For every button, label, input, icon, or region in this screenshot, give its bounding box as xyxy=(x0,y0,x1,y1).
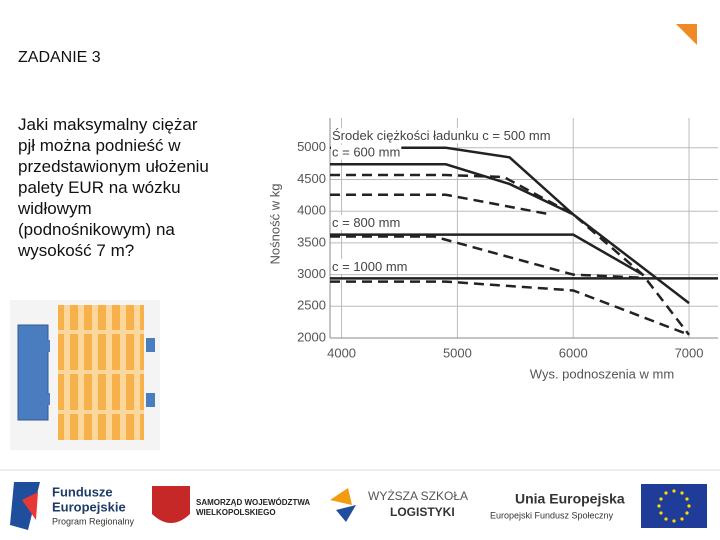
logo-text: Fundusze xyxy=(52,484,113,499)
slide-title: ZADANIE 3 xyxy=(18,49,101,66)
label-bg xyxy=(331,128,552,144)
y-tick-label: 5000 xyxy=(297,139,326,154)
x-tick-label: 5000 xyxy=(443,345,472,360)
question-line: palety EUR na wózku xyxy=(18,178,181,197)
label-bg xyxy=(331,144,402,160)
line xyxy=(330,163,574,216)
dashed-line xyxy=(330,193,551,216)
y-tick-label: 4500 xyxy=(297,171,326,186)
logo-text: WYŻSZA SZKOŁA xyxy=(368,489,468,503)
dashed-line xyxy=(330,280,690,336)
logo-text: Europejski Fundusz Społeczny xyxy=(490,510,614,520)
y-tick-label: 3000 xyxy=(297,266,326,281)
logo-fe xyxy=(22,492,38,520)
question-line: pjł można podnieść w xyxy=(18,136,181,155)
corner-triangle xyxy=(676,24,697,45)
question-line: przedstawionym ułożeniu xyxy=(18,157,209,176)
logo-fe xyxy=(10,482,40,530)
logo-text: Program Regionalny xyxy=(52,516,135,526)
question-line: widłowym xyxy=(18,199,92,218)
label-bg xyxy=(331,258,409,274)
pallet-block xyxy=(42,393,50,405)
y-tick-label: 3500 xyxy=(297,234,326,249)
label-bg xyxy=(331,215,402,231)
pallet-block xyxy=(146,338,155,352)
dashed-line xyxy=(330,173,691,336)
x-tick-label: 7000 xyxy=(675,345,704,360)
eu-stars xyxy=(657,489,691,523)
pallet-slats xyxy=(58,305,144,440)
line xyxy=(330,146,690,305)
logo-wsl xyxy=(330,488,352,505)
pallet-block xyxy=(42,340,50,352)
question-line: Jaki maksymalny ciężar xyxy=(18,115,198,134)
logo-wsl xyxy=(336,505,356,522)
series-label: c = 1000 mm xyxy=(332,259,408,274)
logo-text: LOGISTYKI xyxy=(390,505,455,519)
x-tick-label: 4000 xyxy=(327,345,356,360)
series-label: Środek ciężkości ładunku c = 500 mm xyxy=(332,128,551,143)
chart: Nośność w kg Wys. podnoszenia w mm 2000 2… xyxy=(267,118,718,381)
dashed-line xyxy=(330,235,643,280)
series-label: c = 800 mm xyxy=(332,215,400,230)
y-tick-label: 2500 xyxy=(297,298,326,313)
question-line: (podnośnikowym) na xyxy=(18,220,175,239)
y-tick-label: 4000 xyxy=(297,203,326,218)
y-axis-label: Nośność w kg xyxy=(267,184,282,265)
logo-text: SAMORZĄD WOJEWÓDZTWA xyxy=(196,498,310,507)
question-line: wysokość 7 m? xyxy=(18,241,135,260)
x-tick-label: 6000 xyxy=(559,345,588,360)
series-label: c = 600 mm xyxy=(332,145,400,160)
line xyxy=(330,233,644,276)
logo-text: Europejskie xyxy=(52,499,126,514)
logo-text: Unia Europejska xyxy=(515,491,625,507)
pallet-block xyxy=(146,393,155,407)
logo-text: WIELKOPOLSKIEGO xyxy=(196,508,276,517)
y-tick-label: 2000 xyxy=(297,329,326,344)
x-axis-label: Wys. podnoszenia w mm xyxy=(530,366,674,381)
logo-herb xyxy=(152,486,190,523)
